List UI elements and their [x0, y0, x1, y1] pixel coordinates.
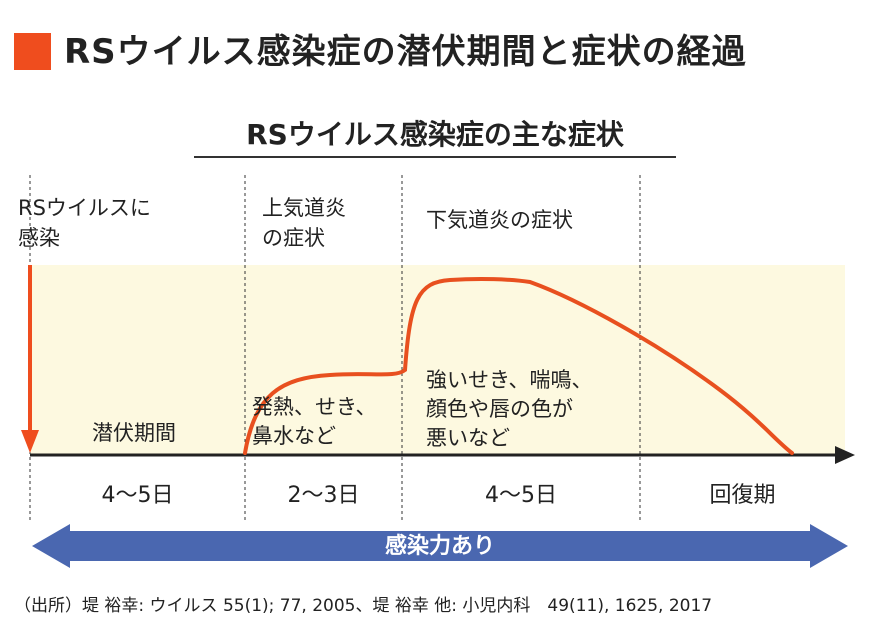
- duration-lower-respiratory: 4〜5日: [485, 483, 557, 508]
- page-title: RSウイルス感染症の潜伏期間と症状の経過: [64, 32, 747, 72]
- duration-upper-respiratory: 2〜3日: [287, 483, 360, 508]
- infectivity-label: 感染力あり: [384, 534, 495, 559]
- subtitle-underline: [194, 156, 676, 158]
- source-citation: （出所）堤 裕幸: ウイルス 55(1); 77, 2005、堤 裕幸 他: 小…: [14, 596, 713, 616]
- title-marker: [14, 33, 51, 70]
- lower-respiratory-symptoms: 強いせき、喘鳴、 顔色や唇の色が 悪いなど: [426, 368, 593, 450]
- lower-respiratory-label: 下気道炎の症状: [426, 208, 573, 232]
- diagram-subtitle: RSウイルス感染症の主な症状: [246, 118, 624, 151]
- incubation-label: 潜伏期間: [92, 421, 176, 445]
- duration-incubation: 4〜5日: [101, 483, 174, 508]
- time-axis-arrowhead: [835, 446, 855, 464]
- upper-respiratory-symptoms: 発熱、せき、 鼻水など: [252, 395, 377, 448]
- infection-arrow-head: [21, 430, 39, 453]
- symptom-band: [30, 265, 845, 455]
- infection-label: RSウイルスに 感染: [18, 196, 151, 250]
- upper-respiratory-label: 上気道炎 の症状: [262, 196, 346, 250]
- infectivity-arrow: [32, 524, 848, 568]
- duration-recovery: 回復期: [709, 483, 776, 508]
- symptom-curve: [243, 276, 794, 455]
